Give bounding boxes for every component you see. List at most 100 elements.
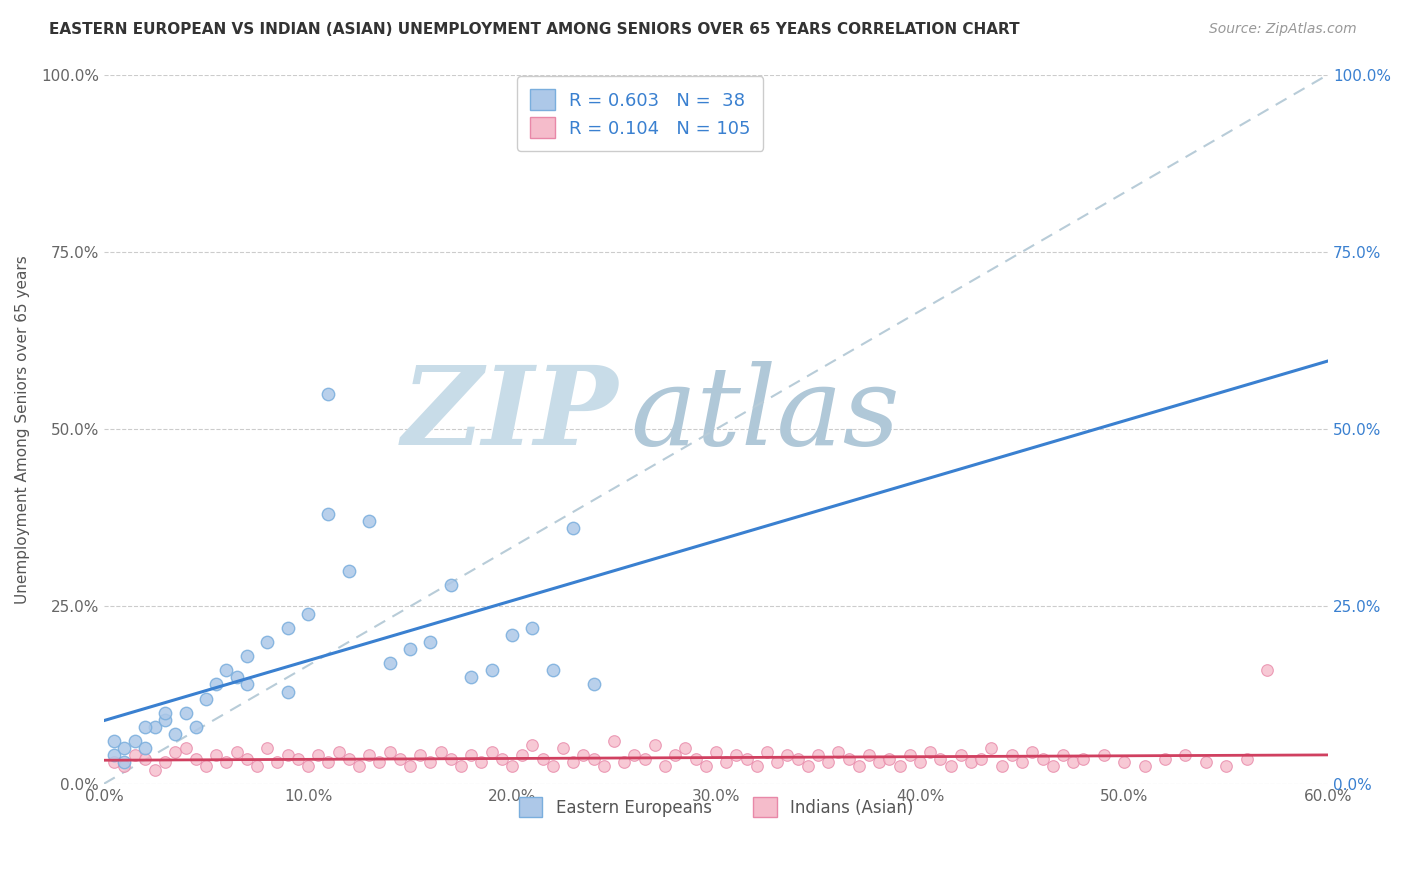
Point: [735, 752, 758, 766]
Point: [112, 759, 135, 773]
Point: [716, 756, 738, 770]
Point: [1236, 752, 1258, 766]
Point: [266, 756, 288, 770]
Point: [256, 635, 278, 649]
Point: [879, 752, 901, 766]
Point: [1011, 756, 1033, 770]
Point: [868, 756, 890, 770]
Point: [797, 759, 820, 773]
Point: [143, 763, 166, 777]
Point: [756, 745, 779, 759]
Point: [920, 745, 942, 759]
Point: [112, 741, 135, 756]
Point: [858, 748, 880, 763]
Point: [1042, 759, 1064, 773]
Point: [174, 706, 197, 720]
Point: [307, 748, 329, 763]
Point: [205, 748, 228, 763]
Point: [980, 741, 1002, 756]
Point: [848, 759, 870, 773]
Point: [939, 759, 962, 773]
Text: ZIP: ZIP: [402, 361, 619, 468]
Point: [838, 752, 860, 766]
Point: [929, 752, 952, 766]
Point: [817, 756, 839, 770]
Point: [582, 752, 605, 766]
Point: [898, 748, 921, 763]
Point: [153, 706, 176, 720]
Point: [337, 564, 360, 578]
Point: [429, 745, 451, 759]
Point: [460, 670, 482, 684]
Point: [225, 745, 247, 759]
Point: [409, 748, 432, 763]
Point: [103, 756, 125, 770]
Point: [623, 748, 645, 763]
Text: Source: ZipAtlas.com: Source: ZipAtlas.com: [1209, 22, 1357, 37]
Point: [1174, 748, 1197, 763]
Point: [165, 745, 187, 759]
Point: [143, 720, 166, 734]
Point: [654, 759, 676, 773]
Point: [644, 738, 666, 752]
Point: [277, 748, 299, 763]
Point: [470, 756, 492, 770]
Point: [562, 521, 585, 535]
Point: [359, 748, 381, 763]
Point: [359, 514, 381, 528]
Point: [399, 759, 422, 773]
Point: [378, 745, 401, 759]
Point: [501, 759, 523, 773]
Point: [205, 677, 228, 691]
Point: [124, 748, 146, 763]
Point: [807, 748, 830, 763]
Point: [419, 756, 441, 770]
Point: [1062, 756, 1084, 770]
Point: [990, 759, 1012, 773]
Point: [1071, 752, 1094, 766]
Point: [440, 752, 463, 766]
Point: [318, 386, 340, 401]
Point: [827, 745, 849, 759]
Point: [450, 759, 472, 773]
Point: [328, 745, 350, 759]
Point: [184, 752, 207, 766]
Point: [1001, 748, 1024, 763]
Point: [633, 752, 655, 766]
Point: [337, 752, 360, 766]
Point: [522, 738, 544, 752]
Point: [112, 756, 135, 770]
Point: [419, 635, 441, 649]
Point: [297, 759, 319, 773]
Point: [236, 649, 259, 664]
Point: [675, 741, 697, 756]
Text: EASTERN EUROPEAN VS INDIAN (ASIAN) UNEMPLOYMENT AMONG SENIORS OVER 65 YEARS CORR: EASTERN EUROPEAN VS INDIAN (ASIAN) UNEMP…: [49, 22, 1019, 37]
Point: [368, 756, 391, 770]
Point: [399, 642, 422, 657]
Point: [531, 752, 554, 766]
Point: [960, 756, 983, 770]
Point: [225, 670, 247, 684]
Point: [1195, 756, 1218, 770]
Point: [541, 759, 564, 773]
Point: [318, 507, 340, 521]
Point: [1154, 752, 1177, 766]
Point: [1031, 752, 1053, 766]
Point: [889, 759, 911, 773]
Point: [287, 752, 309, 766]
Point: [1021, 745, 1043, 759]
Point: [582, 677, 605, 691]
Point: [1215, 759, 1237, 773]
Point: [664, 748, 686, 763]
Point: [195, 759, 218, 773]
Point: [766, 756, 789, 770]
Point: [685, 752, 707, 766]
Point: [501, 628, 523, 642]
Point: [134, 741, 156, 756]
Point: [388, 752, 411, 766]
Point: [613, 756, 636, 770]
Point: [246, 759, 269, 773]
Point: [174, 741, 197, 756]
Text: atlas: atlas: [630, 361, 900, 468]
Point: [481, 663, 503, 677]
